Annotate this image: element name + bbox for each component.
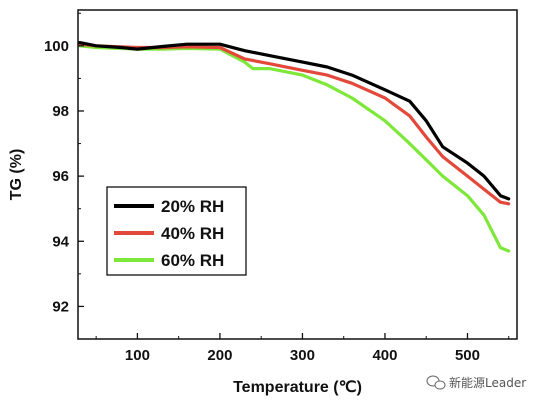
x-tick-label: 500 bbox=[455, 347, 480, 364]
y-tick-label: 96 bbox=[52, 168, 69, 185]
watermark: 新能源Leader bbox=[426, 375, 526, 390]
x-tick-label: 100 bbox=[125, 347, 150, 364]
plot-frame bbox=[77, 9, 518, 340]
y-tick-label: 100 bbox=[44, 38, 69, 55]
y-axis: 92 94 96 98 100 bbox=[44, 12, 84, 315]
wechat-icon bbox=[426, 375, 446, 390]
x-axis: 100 200 300 400 500 bbox=[95, 333, 510, 364]
y-tick-label: 92 bbox=[52, 298, 69, 315]
series-line bbox=[78, 41, 511, 201]
watermark-text: 新能源Leader bbox=[449, 375, 526, 390]
y-tick-label: 94 bbox=[52, 233, 69, 250]
y-axis-title: TG (%) bbox=[8, 149, 25, 201]
x-tick-label: 300 bbox=[290, 347, 315, 364]
legend-label: 20% RH bbox=[161, 197, 224, 216]
y-tick-label: 98 bbox=[52, 103, 69, 120]
legend-label: 60% RH bbox=[161, 251, 224, 270]
series-line bbox=[78, 42, 511, 206]
legend-label: 40% RH bbox=[161, 224, 224, 243]
x-tick-label: 200 bbox=[207, 347, 232, 364]
plot-lines bbox=[78, 41, 511, 253]
x-axis-title: Temperature (℃) bbox=[233, 379, 362, 396]
legend: 20% RH 40% RH 60% RH bbox=[106, 186, 247, 276]
x-tick-label: 400 bbox=[372, 347, 397, 364]
